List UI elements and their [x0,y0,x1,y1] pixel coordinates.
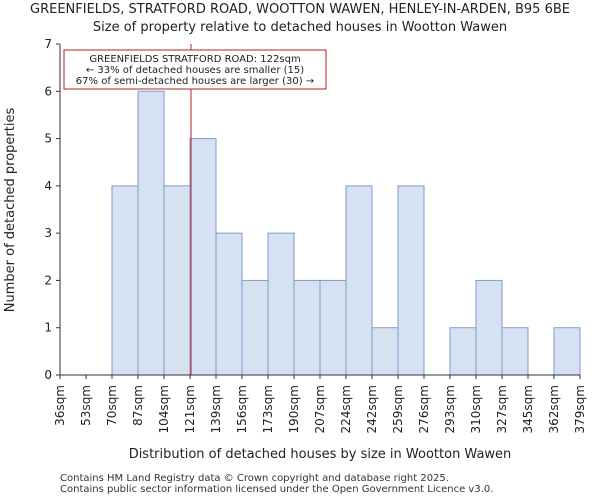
x-tick-label: 242sqm [365,385,379,433]
x-tick-label: 362sqm [547,385,561,433]
bar-327sqm [501,327,529,376]
y-tick-label: 1 [44,321,52,335]
x-tick-label: 87sqm [131,385,145,426]
bar-87sqm [137,90,165,376]
x-tick-label: 190sqm [287,385,301,433]
y-tick-label: 4 [44,179,52,193]
bar-310sqm [475,279,503,376]
x-tick-label: 173sqm [261,385,275,433]
bar-173sqm [267,232,295,376]
footer-copyright: Contains HM Land Registry data © Crown c… [60,473,449,484]
bar-70sqm [111,185,139,376]
bar-207sqm [319,279,347,376]
annotation-line-3: 67% of semi-detached houses are larger (… [76,76,314,87]
chart-subtitle: Size of property relative to detached ho… [92,20,508,35]
x-tick-label: 139sqm [209,385,223,433]
y-tick-label: 5 [44,132,52,146]
x-tick-label: 379sqm [573,385,587,433]
chart-title: GREENFIELDS, STRATFORD ROAD, WOOTTON WAW… [30,2,570,17]
annotation-line-1: GREENFIELDS STRATFORD ROAD: 122sqm [89,54,300,65]
x-tick-label: 156sqm [235,385,249,433]
x-tick-label: 259sqm [391,385,405,433]
y-axis-label: Number of detached properties [3,108,18,313]
annotation-line-2: ← 33% of detached houses are smaller (15… [86,65,304,76]
bar-362sqm [553,327,581,376]
x-axis-label: Distribution of detached houses by size … [129,447,512,462]
bar-190sqm [293,279,321,376]
y-tick-label: 7 [44,37,52,51]
x-tick-label: 121sqm [183,385,197,433]
y-tick-label: 2 [44,273,52,287]
bar-156sqm [241,279,269,376]
x-tick-label: 224sqm [339,385,353,433]
x-tick-label: 104sqm [157,385,171,433]
x-tick-label: 276sqm [417,385,431,433]
bar-224sqm [345,185,373,376]
x-tick-label: 293sqm [443,385,457,433]
y-tick-label: 0 [44,368,52,382]
y-tick-label: 6 [44,84,52,98]
annotation-border [63,49,327,90]
x-tick-label: 70sqm [105,385,119,426]
bar-259sqm [397,185,425,376]
x-tick-label: 327sqm [495,385,509,433]
bar-104sqm [163,185,191,376]
x-tick-label: 345sqm [521,385,535,433]
y-tick-label: 3 [44,226,52,240]
x-tick-label: 207sqm [313,385,327,433]
x-tick-label: 36sqm [53,385,67,426]
bar-293sqm [449,327,477,376]
annotation-box: GREENFIELDS STRATFORD ROAD: 122sqm ← 33%… [63,49,327,90]
bar-139sqm [215,232,243,376]
bar-242sqm [371,327,399,376]
x-tick-label: 53sqm [79,385,93,426]
footer-licence: Contains public sector information licen… [60,484,494,495]
bar-121sqm [189,138,217,376]
x-tick-label: 310sqm [469,385,483,433]
